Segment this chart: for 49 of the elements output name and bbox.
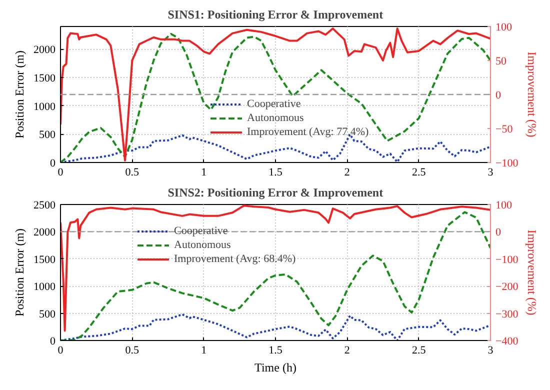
y-tick-label: 500 (39, 129, 56, 142)
y2-tick-label: −100 (496, 158, 519, 170)
y2-tick-label: −100 (496, 254, 519, 266)
y2-tick-label: 100 (496, 22, 512, 34)
chart-title: SINS2: Positioning Error & Improvement (168, 186, 384, 200)
y-tick-label: 0 (50, 158, 56, 170)
x-tick-label: 2.5 (412, 344, 426, 356)
legend-label: Improvement (Avg: 68.4%) (174, 252, 296, 266)
y-axis-title: Position Error (m) (12, 50, 26, 138)
x-tick-label: 2 (344, 166, 350, 178)
x-tick-label: 0.5 (125, 166, 140, 178)
chart-title: SINS1: Positioning Error & Improvement (168, 8, 384, 22)
y2-axis-title: Improvement (%) (525, 52, 540, 138)
y2-tick-label: −300 (496, 308, 519, 320)
y-tick-label: 1500 (34, 254, 56, 266)
x-tick-label: 3 (488, 344, 494, 356)
y-tick-label: 2500 (34, 200, 56, 212)
y-tick-label: 2000 (34, 226, 56, 239)
x-tick-label: 2 (344, 344, 350, 356)
legend-label: Autonomous (174, 238, 231, 252)
y2-tick-label: 0 (496, 226, 502, 239)
legend-label: Improvement (Avg: 77.4%) (247, 125, 369, 139)
x-tick-label: 1 (201, 344, 207, 356)
y2-tick-label: −200 (496, 281, 519, 294)
y2-tick-label: −400 (496, 336, 519, 348)
legend-label: Cooperative (174, 224, 228, 238)
legend-label: Cooperative (247, 97, 301, 111)
y-tick-label: 1000 (34, 281, 56, 294)
x-tick-label: 1.5 (268, 344, 283, 356)
y2-tick-label: 50 (496, 56, 507, 68)
x-axis-title: Time (h) (254, 360, 296, 374)
x-tick-label: 1.5 (268, 166, 283, 178)
y2-axis-title: Improvement (%) (525, 230, 540, 316)
legend-label: Autonomous (247, 111, 304, 125)
x-tick-label: 0 (58, 166, 64, 178)
y-axis-title: Position Error (m) (12, 228, 26, 316)
y2-tick-label: 0 (496, 90, 502, 102)
x-tick-label: 0.5 (125, 344, 140, 356)
y2-tick-label: −50 (496, 124, 514, 136)
y-tick-label: 1000 (34, 100, 56, 113)
y-tick-label: 500 (39, 308, 56, 320)
y2-tick-label: 100 (496, 200, 512, 212)
y-tick-label: 2000 (34, 44, 56, 56)
x-tick-label: 2.5 (412, 166, 426, 178)
x-tick-label: 3 (488, 166, 494, 178)
y-tick-label: 0 (50, 336, 56, 348)
x-tick-label: 1 (201, 166, 207, 178)
x-tick-label: 0 (58, 344, 64, 356)
y-tick-label: 1500 (34, 72, 56, 84)
